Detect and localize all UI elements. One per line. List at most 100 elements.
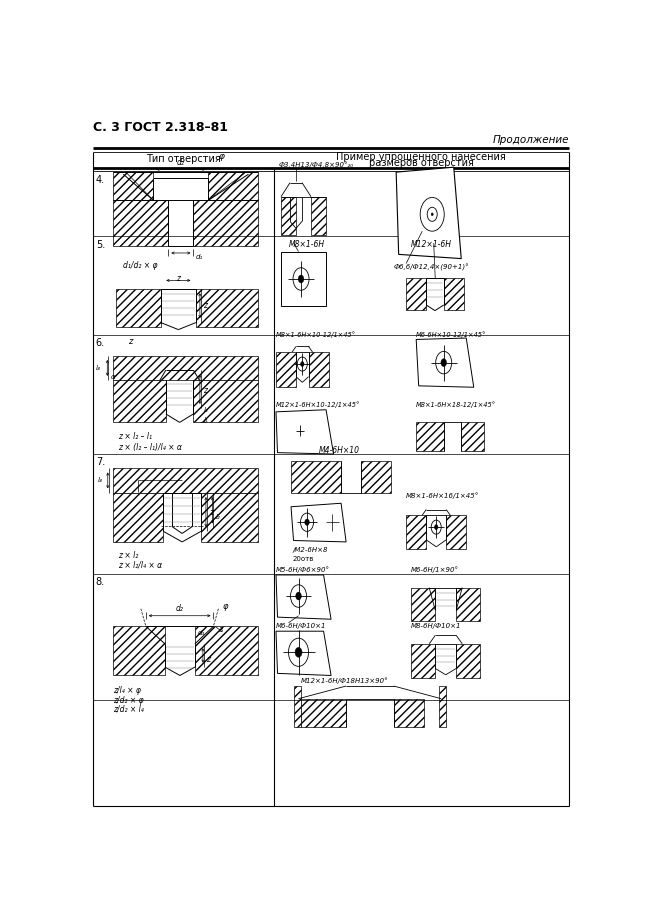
Text: 4.: 4. <box>96 175 105 184</box>
Bar <box>193 200 258 246</box>
Bar <box>444 278 464 310</box>
Bar <box>301 698 346 727</box>
Text: 20отв: 20отв <box>292 556 313 561</box>
Polygon shape <box>396 167 461 258</box>
Text: z × l₂ – l₁: z × l₂ – l₁ <box>118 432 152 441</box>
Text: /M2-6H×8: /M2-6H×8 <box>292 548 328 553</box>
Polygon shape <box>291 503 346 542</box>
Text: l₄: l₄ <box>96 365 101 371</box>
Text: l₁: l₁ <box>203 417 208 424</box>
Text: M6-6H/1×90°: M6-6H/1×90° <box>411 567 459 573</box>
Bar <box>416 423 444 450</box>
Bar <box>209 173 258 200</box>
Text: M8×1-6H×18-12/1×45°: M8×1-6H×18-12/1×45° <box>416 402 496 408</box>
Text: d₁/d₂ × φ: d₁/d₂ × φ <box>123 261 158 270</box>
Bar <box>116 289 161 328</box>
Text: M5-6H/Ф6×90°: M5-6H/Ф6×90° <box>276 567 330 573</box>
Bar <box>411 588 435 622</box>
Text: z: z <box>207 656 211 664</box>
Bar <box>113 493 163 542</box>
Text: d₃: d₃ <box>198 630 205 636</box>
Text: z: z <box>203 301 207 310</box>
Text: 3: 3 <box>220 627 224 633</box>
Text: M12×1-6H: M12×1-6H <box>411 240 452 249</box>
Circle shape <box>441 359 446 367</box>
Circle shape <box>296 593 301 600</box>
Bar <box>406 278 426 310</box>
Bar <box>281 196 296 236</box>
Text: z/l₄ × φ: z/l₄ × φ <box>113 687 141 696</box>
Polygon shape <box>276 575 331 619</box>
Bar <box>461 423 484 450</box>
Polygon shape <box>416 338 474 387</box>
Text: z: z <box>129 337 132 346</box>
Text: l₂: l₂ <box>203 407 208 413</box>
Text: Тип отверстия: Тип отверстия <box>146 153 221 163</box>
Bar <box>456 644 480 677</box>
Bar <box>293 686 301 727</box>
Text: z: z <box>203 386 207 395</box>
Bar <box>446 515 466 549</box>
Bar <box>406 515 426 549</box>
Text: 5.: 5. <box>96 239 105 249</box>
Text: M4-6H×10: M4-6H×10 <box>318 446 360 455</box>
Polygon shape <box>276 631 331 676</box>
Text: α: α <box>111 373 116 380</box>
Bar <box>195 626 258 676</box>
Text: 6.: 6. <box>96 338 105 348</box>
Text: M8×1-6H×16/1×45°: M8×1-6H×16/1×45° <box>406 492 479 498</box>
Text: M12×1-6H/Ф18H13×90°: M12×1-6H/Ф18H13×90° <box>301 677 389 685</box>
Bar <box>113 626 165 676</box>
Text: z/d₂ × φ: z/d₂ × φ <box>113 696 144 705</box>
Bar <box>311 196 326 236</box>
Text: d₁: d₁ <box>196 254 203 260</box>
Bar <box>196 289 258 328</box>
Text: l₄: l₄ <box>98 477 102 483</box>
Text: z × l₂: z × l₂ <box>118 551 138 561</box>
Bar <box>276 352 296 387</box>
Text: z/d₂ × l₄: z/d₂ × l₄ <box>113 705 144 714</box>
Text: 8.: 8. <box>96 577 105 587</box>
Text: M12×1-6H×10-12/1×45°: M12×1-6H×10-12/1×45° <box>276 402 360 408</box>
Bar <box>113 468 258 493</box>
Bar <box>113 200 169 246</box>
Text: z × (l₂ – l₁)/l₄ × α: z × (l₂ – l₁)/l₄ × α <box>118 443 182 452</box>
Bar <box>113 380 166 423</box>
Text: M8×1-6H×10-12/1×45°: M8×1-6H×10-12/1×45° <box>276 331 356 338</box>
Text: 7.: 7. <box>96 457 105 467</box>
Text: z: z <box>209 508 213 517</box>
Text: Ф6,6/Ф12,4×(90+1)°: Ф6,6/Ф12,4×(90+1)° <box>393 264 469 270</box>
Text: d₂: d₂ <box>176 604 183 614</box>
Text: размеров отверстия: размеров отверстия <box>369 158 474 168</box>
Text: l₂: l₂ <box>215 514 220 520</box>
Text: M6-6H/Ф10×1: M6-6H/Ф10×1 <box>276 624 326 629</box>
Circle shape <box>295 647 302 657</box>
Circle shape <box>435 525 438 530</box>
Text: Пример упрощенного нанесения: Пример упрощенного нанесения <box>337 152 506 162</box>
Text: С. 3 ГОСТ 2.318–81: С. 3 ГОСТ 2.318–81 <box>93 121 228 133</box>
Text: M6-6H×10-12/1×45°: M6-6H×10-12/1×45° <box>416 331 486 338</box>
Bar <box>439 686 446 727</box>
Text: Ф3,4Н13/Ф4,8×90°₂₀: Ф3,4Н13/Ф4,8×90°₂₀ <box>278 161 353 168</box>
Bar <box>393 698 424 727</box>
Polygon shape <box>281 252 326 307</box>
Bar <box>456 588 480 622</box>
Text: Продолжение: Продолжение <box>492 135 569 145</box>
Text: d₂: d₂ <box>177 158 185 167</box>
Text: φ: φ <box>218 152 224 162</box>
Bar <box>113 173 153 200</box>
Bar <box>411 644 435 677</box>
Bar <box>361 461 391 493</box>
Text: M8-6H/Ф10×1: M8-6H/Ф10×1 <box>411 624 462 629</box>
Polygon shape <box>276 410 333 454</box>
Text: z: z <box>176 274 180 283</box>
Circle shape <box>298 275 304 283</box>
Polygon shape <box>153 178 209 200</box>
Circle shape <box>300 362 304 366</box>
Bar <box>193 380 258 423</box>
Bar <box>291 461 341 493</box>
Text: z × l₂/l₄ × α: z × l₂/l₄ × α <box>118 561 162 570</box>
Text: φ: φ <box>222 602 228 611</box>
Circle shape <box>432 213 433 215</box>
Circle shape <box>305 519 309 525</box>
